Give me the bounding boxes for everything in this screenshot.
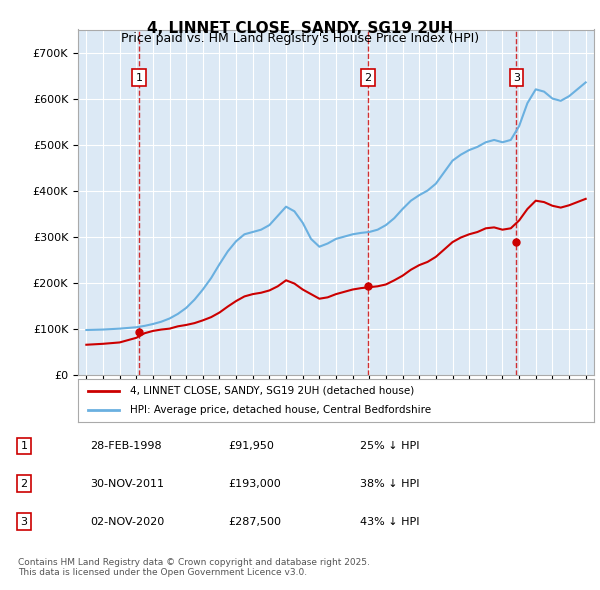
Text: 4, LINNET CLOSE, SANDY, SG19 2UH: 4, LINNET CLOSE, SANDY, SG19 2UH: [147, 21, 453, 35]
Text: £287,500: £287,500: [228, 517, 281, 526]
Text: 02-NOV-2020: 02-NOV-2020: [90, 517, 164, 526]
Text: 1: 1: [20, 441, 28, 451]
Text: 28-FEB-1998: 28-FEB-1998: [90, 441, 161, 451]
Text: Price paid vs. HM Land Registry's House Price Index (HPI): Price paid vs. HM Land Registry's House …: [121, 32, 479, 45]
Text: 3: 3: [20, 517, 28, 526]
Text: 4, LINNET CLOSE, SANDY, SG19 2UH (detached house): 4, LINNET CLOSE, SANDY, SG19 2UH (detach…: [130, 386, 414, 396]
Text: 2: 2: [20, 479, 28, 489]
Text: 43% ↓ HPI: 43% ↓ HPI: [360, 517, 419, 526]
Text: 2: 2: [364, 73, 371, 83]
Text: £193,000: £193,000: [228, 479, 281, 489]
Text: 30-NOV-2011: 30-NOV-2011: [90, 479, 164, 489]
Text: 25% ↓ HPI: 25% ↓ HPI: [360, 441, 419, 451]
Text: HPI: Average price, detached house, Central Bedfordshire: HPI: Average price, detached house, Cent…: [130, 405, 431, 415]
Text: £91,950: £91,950: [228, 441, 274, 451]
Text: 3: 3: [513, 73, 520, 83]
Text: 38% ↓ HPI: 38% ↓ HPI: [360, 479, 419, 489]
Text: 1: 1: [136, 73, 142, 83]
Text: Contains HM Land Registry data © Crown copyright and database right 2025.
This d: Contains HM Land Registry data © Crown c…: [18, 558, 370, 577]
